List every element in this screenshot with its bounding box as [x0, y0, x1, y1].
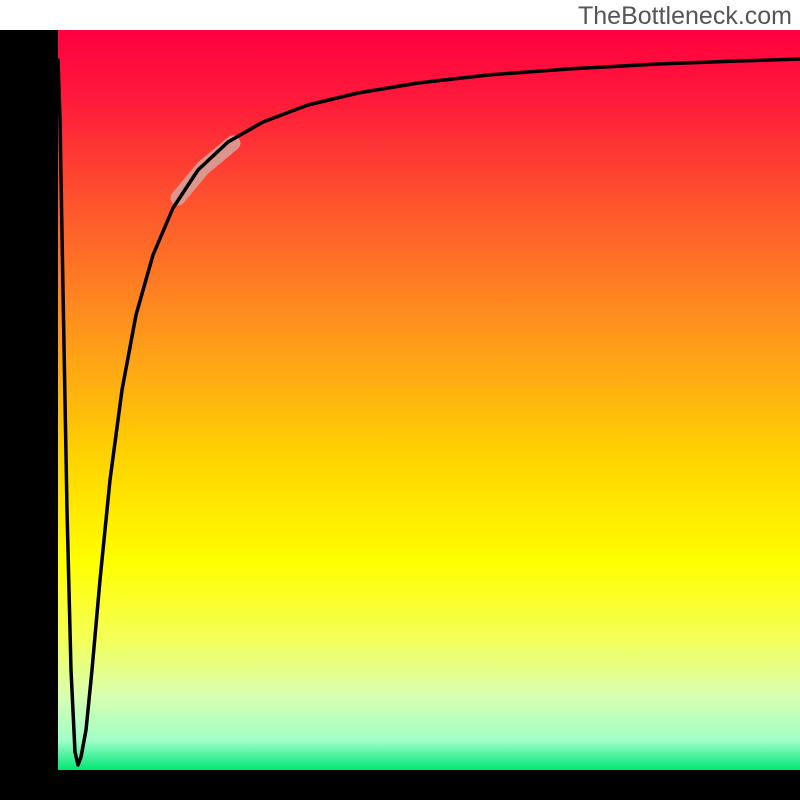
plot-area — [58, 30, 800, 770]
y-axis-band — [0, 30, 58, 770]
curve-layer — [58, 30, 800, 770]
watermark-text: TheBottleneck.com — [578, 2, 792, 31]
figure-container: TheBottleneck.com — [0, 0, 800, 800]
bottleneck-curve — [58, 59, 800, 765]
x-axis-band — [0, 770, 800, 800]
